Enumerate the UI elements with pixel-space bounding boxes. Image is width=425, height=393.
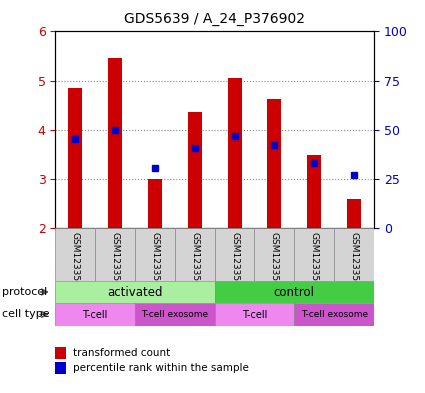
Text: T-cell: T-cell bbox=[242, 310, 267, 320]
Bar bbox=[347, 199, 361, 228]
Bar bbox=[227, 78, 241, 228]
Text: GSM1233506: GSM1233506 bbox=[310, 232, 319, 293]
Bar bbox=[95, 228, 135, 281]
Bar bbox=[175, 228, 215, 281]
Bar bbox=[215, 228, 255, 281]
Bar bbox=[135, 303, 215, 326]
Text: control: control bbox=[274, 286, 315, 299]
Text: protocol: protocol bbox=[2, 287, 47, 297]
Text: T-cell exosome: T-cell exosome bbox=[141, 310, 208, 319]
Text: GSM1233501: GSM1233501 bbox=[110, 232, 119, 293]
Title: GDS5639 / A_24_P376902: GDS5639 / A_24_P376902 bbox=[124, 12, 305, 26]
Bar bbox=[108, 59, 122, 228]
Bar bbox=[294, 228, 334, 281]
Bar bbox=[267, 99, 281, 228]
Text: GSM1233505: GSM1233505 bbox=[190, 232, 199, 293]
Bar bbox=[148, 179, 162, 228]
Text: GSM1233503: GSM1233503 bbox=[270, 232, 279, 293]
Bar bbox=[215, 303, 294, 326]
Bar bbox=[307, 155, 321, 228]
Bar bbox=[55, 303, 135, 326]
Bar bbox=[334, 228, 374, 281]
Text: activated: activated bbox=[107, 286, 163, 299]
Bar bbox=[55, 347, 66, 359]
Bar bbox=[294, 303, 374, 326]
Text: T-cell: T-cell bbox=[82, 310, 108, 320]
Text: GSM1233500: GSM1233500 bbox=[71, 232, 79, 293]
Bar bbox=[188, 112, 202, 228]
Bar bbox=[55, 281, 215, 303]
Text: GSM1233507: GSM1233507 bbox=[350, 232, 359, 293]
Text: transformed count: transformed count bbox=[73, 349, 170, 358]
Bar bbox=[215, 281, 374, 303]
Text: cell type: cell type bbox=[2, 309, 50, 320]
Bar bbox=[68, 88, 82, 228]
Text: T-cell exosome: T-cell exosome bbox=[300, 310, 368, 319]
Text: GSM1233504: GSM1233504 bbox=[150, 232, 159, 293]
Bar bbox=[55, 228, 95, 281]
Text: percentile rank within the sample: percentile rank within the sample bbox=[73, 363, 249, 373]
Text: GSM1233502: GSM1233502 bbox=[230, 232, 239, 293]
Bar bbox=[255, 228, 294, 281]
Bar bbox=[135, 228, 175, 281]
Bar bbox=[55, 362, 66, 374]
